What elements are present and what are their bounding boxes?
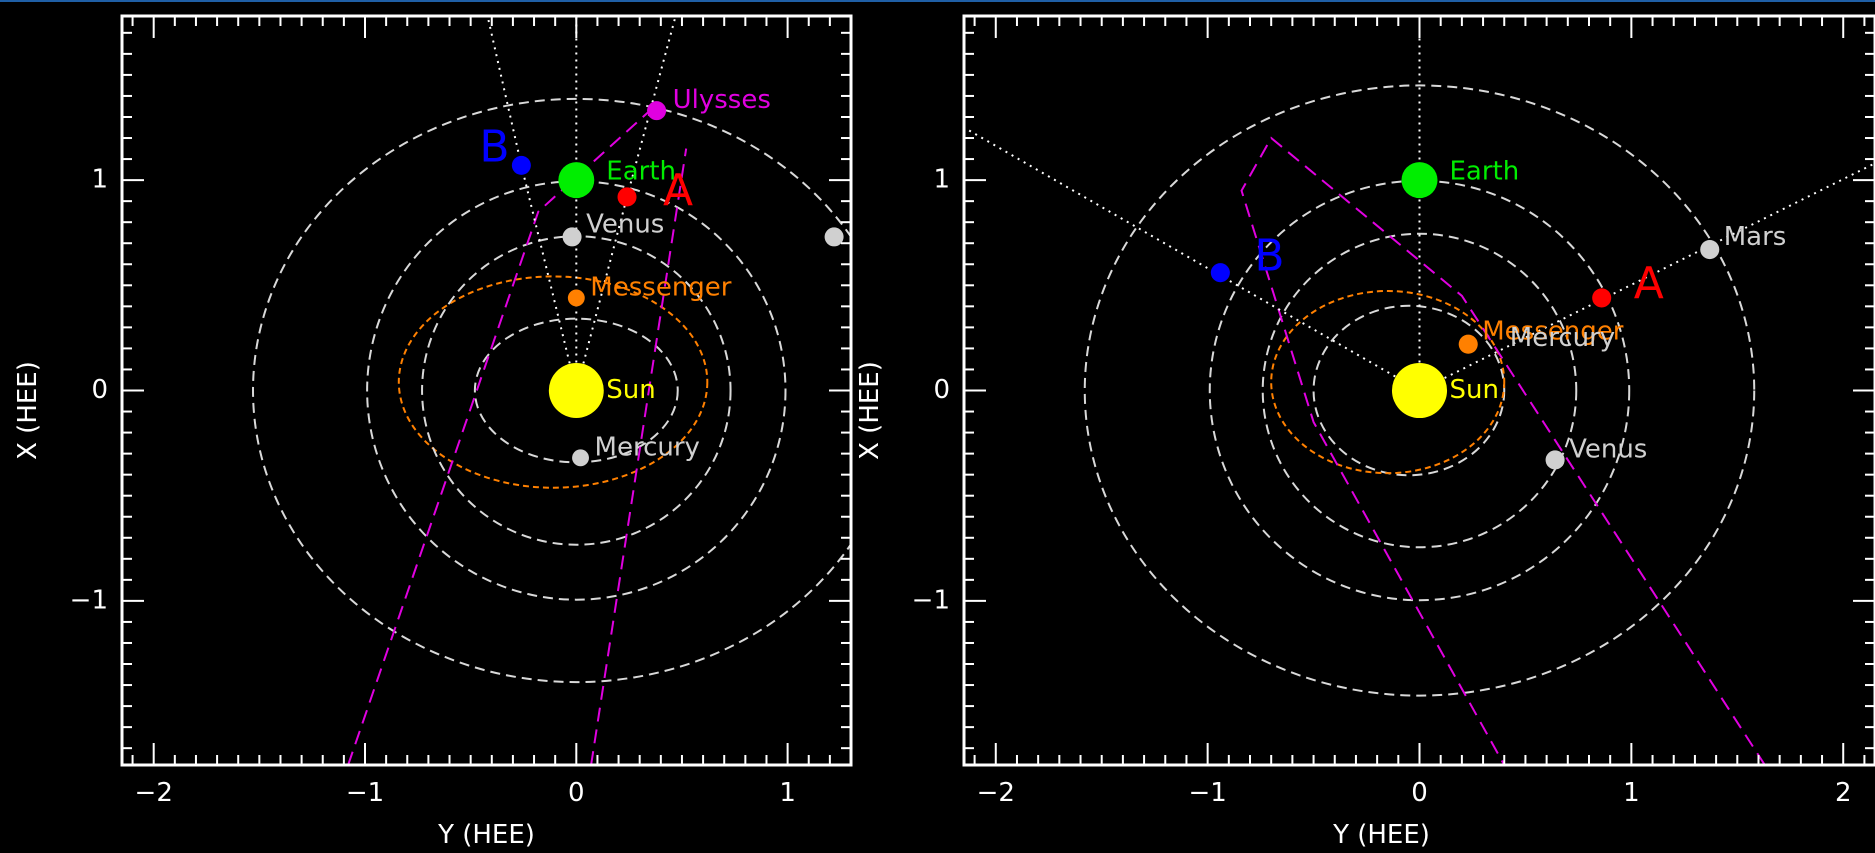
stereo-b-label: B — [479, 121, 509, 172]
messenger-orbit — [397, 275, 709, 489]
venus-marker — [1545, 450, 1565, 470]
stereo-a-label: A — [1634, 258, 1664, 309]
sun-label: Sun — [606, 375, 655, 405]
messenger-orbit — [1270, 289, 1506, 475]
earth-marker — [1401, 162, 1438, 199]
earth-label: Earth — [1450, 157, 1520, 187]
x-tick-label: −2 — [135, 778, 173, 808]
y-axis-title: X (HEE) — [13, 361, 43, 460]
messenger-marker — [567, 289, 585, 307]
x-tick-label: 1 — [1623, 778, 1640, 808]
earth-label: Earth — [606, 157, 676, 187]
earth-orbit — [1208, 179, 1631, 602]
venus-label: Venus — [586, 209, 664, 239]
mercury-label: Mercury — [1510, 323, 1615, 353]
ulysses-trajectory-2 — [590, 148, 688, 765]
mars-orbit — [252, 97, 851, 684]
x-axis-title: Y (HEE) — [1332, 820, 1430, 850]
mercury-label: Mercury — [595, 432, 700, 462]
plot-area: Sun Mercury Messenger Venus Mars A B Earth Ulyss… — [252, 16, 911, 765]
stereo-b-marker — [511, 155, 531, 175]
window-top-border — [0, 0, 1875, 2]
mars-label: Mars — [848, 207, 911, 237]
x-tick-label: −1 — [346, 778, 384, 808]
ulysses-marker — [647, 101, 667, 121]
sun-label: Sun — [1450, 375, 1499, 405]
venus-label: Venus — [1569, 434, 1647, 464]
sight-line-1 — [964, 126, 1421, 392]
sight-line-1 — [486, 16, 523, 166]
venus-marker — [562, 227, 582, 247]
ulysses-label: Ulysses — [673, 85, 771, 115]
venus-orbit — [1261, 232, 1578, 549]
stereo-a-label: A — [663, 165, 693, 216]
sun-marker — [548, 363, 604, 418]
mars-marker — [824, 227, 844, 247]
panel-1: Sun Mercury Messenger Venus Mars A B Earth Ulyss… — [13, 14, 911, 850]
stereo-a-marker — [617, 187, 637, 207]
mars-orbit — [1083, 84, 1756, 697]
sun-marker — [1391, 362, 1448, 419]
y-tick-label: 0 — [91, 375, 108, 405]
x-tick-label: 0 — [1411, 778, 1428, 808]
y-tick-label: −1 — [912, 585, 950, 615]
x-tick-label: 0 — [568, 778, 585, 808]
mars-marker — [1700, 240, 1720, 260]
x-tick-label: −2 — [977, 778, 1015, 808]
sight-line-2 — [1419, 162, 1875, 392]
stereo-b-marker — [1210, 263, 1230, 283]
stereo-b-label: B — [1254, 231, 1284, 282]
y-tick-label: 0 — [933, 375, 950, 405]
y-axis-title: X (HEE) — [855, 361, 885, 460]
y-tick-label: 1 — [91, 165, 108, 195]
mercury-orbit — [1312, 304, 1506, 477]
x-tick-label: −1 — [1188, 778, 1226, 808]
x-tick-label: 2 — [1835, 778, 1852, 808]
x-axis-title: Y (HEE) — [437, 820, 535, 850]
ulysses-trajectory-1 — [1240, 136, 1766, 765]
y-tick-label: −1 — [70, 585, 108, 615]
x-tick-label: 1 — [779, 778, 796, 808]
messenger-label: Messenger — [1482, 317, 1623, 347]
stereo-a-marker — [1592, 288, 1612, 308]
mars-label: Mars — [1724, 222, 1787, 252]
earth-marker — [558, 162, 595, 199]
messenger-marker — [1458, 334, 1478, 354]
mercury-marker — [572, 449, 589, 467]
y-tick-label: 1 — [933, 165, 950, 195]
ulysses-trajectory-1 — [347, 105, 656, 765]
messenger-label: Messenger — [590, 272, 731, 302]
